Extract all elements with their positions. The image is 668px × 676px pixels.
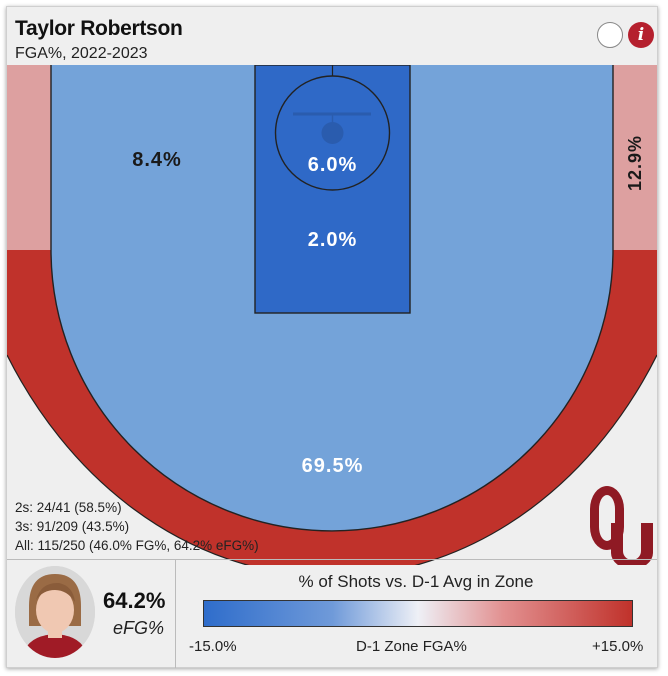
zone-label-lane: 2.0%: [308, 229, 358, 251]
legend-center-label: D-1 Zone FGA%: [356, 638, 467, 655]
player-avatar: [15, 566, 95, 658]
legend-max-label: +15.0%: [592, 638, 644, 655]
player-name: Taylor Robertson: [15, 17, 183, 40]
deep-three-boundary: [7, 354, 657, 565]
stat-threes: 3s: 91/209 (43.5%): [15, 519, 130, 534]
toggle-circle-button[interactable]: [597, 22, 623, 48]
info-icon[interactable]: i: [628, 22, 654, 48]
chart-subtitle: FGA%, 2022-2023: [15, 45, 148, 62]
lane-line: [254, 65, 411, 314]
stat-all: All: 115/250 (46.0% FG%, 64.2% eFG%): [15, 538, 259, 553]
legend-gradient-bar: [203, 600, 633, 627]
zone-label-right-corner-three: 12.9%: [625, 135, 645, 191]
legend-min-label: -15.0%: [189, 638, 237, 655]
zone-left-corner-three: [7, 65, 51, 250]
bottom-panel: 64.2% eFG% % of Shots vs. D-1 Avg in Zon…: [7, 559, 657, 668]
zone-label-paint-non-restricted: 8.4%: [132, 149, 182, 171]
player-panel: 64.2% eFG%: [7, 560, 176, 668]
efg-label: eFG%: [113, 618, 165, 638]
court-heatmap: 8.4% 6.0% 2.0% 12.9% 69.5% OU: [7, 65, 657, 565]
team-logo-u: [611, 523, 653, 565]
zone-label-restricted-area: 6.0%: [308, 154, 358, 176]
zone-beyond-range: [7, 355, 657, 565]
efg-value: 64.2%: [103, 588, 166, 613]
rim: [321, 122, 344, 144]
three-point-line: [50, 65, 614, 532]
player-photo-icon: [15, 566, 95, 658]
legend-title: % of Shots vs. D-1 Avg in Zone: [298, 572, 534, 591]
zone-label-above-break-three: 69.5%: [302, 455, 364, 477]
zone-right-corner-three: [613, 65, 657, 250]
stat-twos: 2s: 24/41 (58.5%): [15, 500, 122, 515]
shot-chart-card: Taylor Robertson FGA%, 2022-2023 i 8.4% …: [6, 6, 658, 668]
team-logo: OU: [590, 486, 653, 565]
